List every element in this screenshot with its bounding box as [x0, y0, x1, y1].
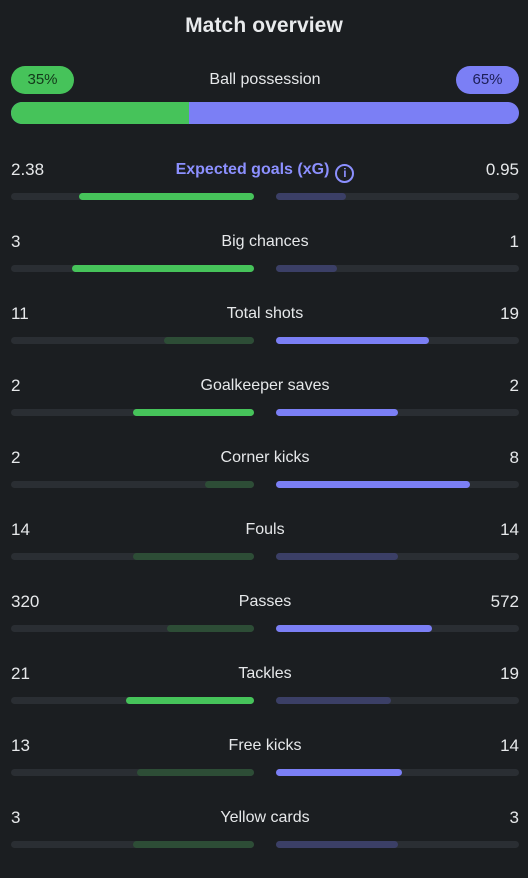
stat-row-total-shots: 11 Total shots 19 [11, 302, 519, 374]
stat-label-wrap: Big chances [11, 233, 519, 251]
away-value: 14 [500, 520, 519, 539]
away-bar-track [276, 553, 519, 560]
stat-row-passes: 320 Passes 572 [11, 590, 519, 662]
home-value: 21 [11, 664, 30, 683]
away-value: 14 [500, 736, 519, 755]
home-bar-fill [132, 409, 254, 416]
away-bar-track [276, 625, 519, 632]
stat-label-wrap: Yellow cards [11, 809, 519, 827]
stat-label-wrap: Total shots [11, 305, 519, 323]
away-bar-track [276, 769, 519, 776]
home-bar-fill [205, 481, 254, 488]
home-value: 2 [11, 376, 21, 395]
away-value: 0.95 [485, 160, 519, 179]
stat-row-yellow-cards: 3 Yellow cards 3 [11, 806, 519, 878]
away-value: 2 [509, 376, 519, 395]
home-value: 3 [11, 232, 21, 251]
home-bar-track [11, 193, 254, 200]
stat-row-corner-kicks: 2 Corner kicks 8 [11, 446, 519, 518]
home-value: 14 [11, 520, 30, 539]
stat-row-fouls: 14 Fouls 14 [11, 518, 519, 590]
home-bar-fill [71, 265, 254, 272]
stat-label: Tackles [238, 665, 292, 682]
away-bar-fill [276, 553, 398, 560]
away-bar-fill [276, 265, 337, 272]
home-bar-fill [132, 553, 254, 560]
home-bar-track [11, 337, 254, 344]
away-bar-track [276, 337, 519, 344]
home-bar-fill [164, 337, 254, 344]
stat-label: Goalkeeper saves [200, 377, 330, 394]
home-value: 2.38 [11, 160, 45, 179]
home-bar-track [11, 409, 254, 416]
away-bar-track [276, 409, 519, 416]
home-bar-track [11, 265, 254, 272]
home-bar-fill [166, 625, 254, 632]
away-value: 572 [490, 592, 519, 611]
home-value: 320 [11, 592, 40, 611]
stat-label: Fouls [245, 521, 285, 538]
ball-possession-label: Ball possession [209, 71, 321, 88]
stats-list: 2.38 Expected goals (xG) i 0.95 3 Big chances… [11, 158, 519, 878]
away-bar-track [276, 841, 519, 848]
info-icon[interactable]: i [335, 164, 355, 183]
home-value: 2 [11, 448, 21, 467]
home-bar-track [11, 481, 254, 488]
stat-label: Free kicks [228, 737, 302, 754]
stat-label-wrap: Free kicks [11, 737, 519, 755]
stat-row-goalkeeper-saves: 2 Goalkeeper saves 2 [11, 374, 519, 446]
away-bar-fill [276, 625, 432, 632]
stat-label: Passes [238, 593, 292, 610]
possession-bar [11, 102, 519, 124]
away-bar-track [276, 193, 519, 200]
away-bar-fill [276, 481, 471, 488]
page-title: Match overview [185, 14, 343, 37]
home-bar-track [11, 769, 254, 776]
home-bar-track [11, 841, 254, 848]
stat-label: Corner kicks [220, 449, 310, 466]
away-value: 3 [509, 808, 519, 827]
stat-row-xg: 2.38 Expected goals (xG) i 0.95 [11, 158, 519, 230]
away-bar-fill [276, 409, 398, 416]
home-value: 3 [11, 808, 21, 827]
home-bar-fill [79, 193, 254, 200]
away-bar-fill [276, 769, 403, 776]
stat-row-big-chances: 3 Big chances 1 [11, 230, 519, 302]
away-bar-fill [276, 193, 347, 200]
home-value: 13 [11, 736, 30, 755]
away-bar-track [276, 265, 519, 272]
away-bar-track [276, 697, 519, 704]
stat-row-tackles: 21 Tackles 19 [11, 662, 519, 734]
home-bar-fill [126, 697, 254, 704]
stat-label-wrap: Goalkeeper saves [11, 377, 519, 395]
away-bar-track [276, 481, 519, 488]
home-possession-badge: 35% [11, 66, 74, 94]
away-bar-fill [276, 337, 430, 344]
stat-label: Yellow cards [220, 809, 310, 826]
stat-label: Big chances [221, 233, 309, 250]
stat-row-free-kicks: 13 Free kicks 14 [11, 734, 519, 806]
home-bar-fill [137, 769, 254, 776]
away-bar-fill [276, 841, 398, 848]
ball-possession: 35% Ball possession 65% [11, 66, 519, 126]
stat-label: Total shots [226, 305, 304, 322]
stat-label-wrap: Fouls [11, 521, 519, 539]
away-value: 19 [500, 304, 519, 323]
home-bar-track [11, 697, 254, 704]
stat-label-wrap: Corner kicks [11, 449, 519, 467]
stat-label-wrap: Passes [11, 593, 519, 611]
possession-bar-home-fill [11, 102, 189, 124]
away-value: 8 [509, 448, 519, 467]
away-bar-fill [276, 697, 392, 704]
home-bar-track [11, 553, 254, 560]
stat-label-wrap: Tackles [11, 665, 519, 683]
away-value: 19 [500, 664, 519, 683]
stat-label-wrap[interactable]: Expected goals (xG) i [11, 161, 519, 183]
home-bar-fill [132, 841, 254, 848]
home-value: 11 [11, 304, 29, 323]
home-bar-track [11, 625, 254, 632]
away-possession-badge: 65% [456, 66, 519, 94]
away-value: 1 [509, 232, 519, 251]
stat-label: Expected goals (xG) [175, 161, 330, 178]
